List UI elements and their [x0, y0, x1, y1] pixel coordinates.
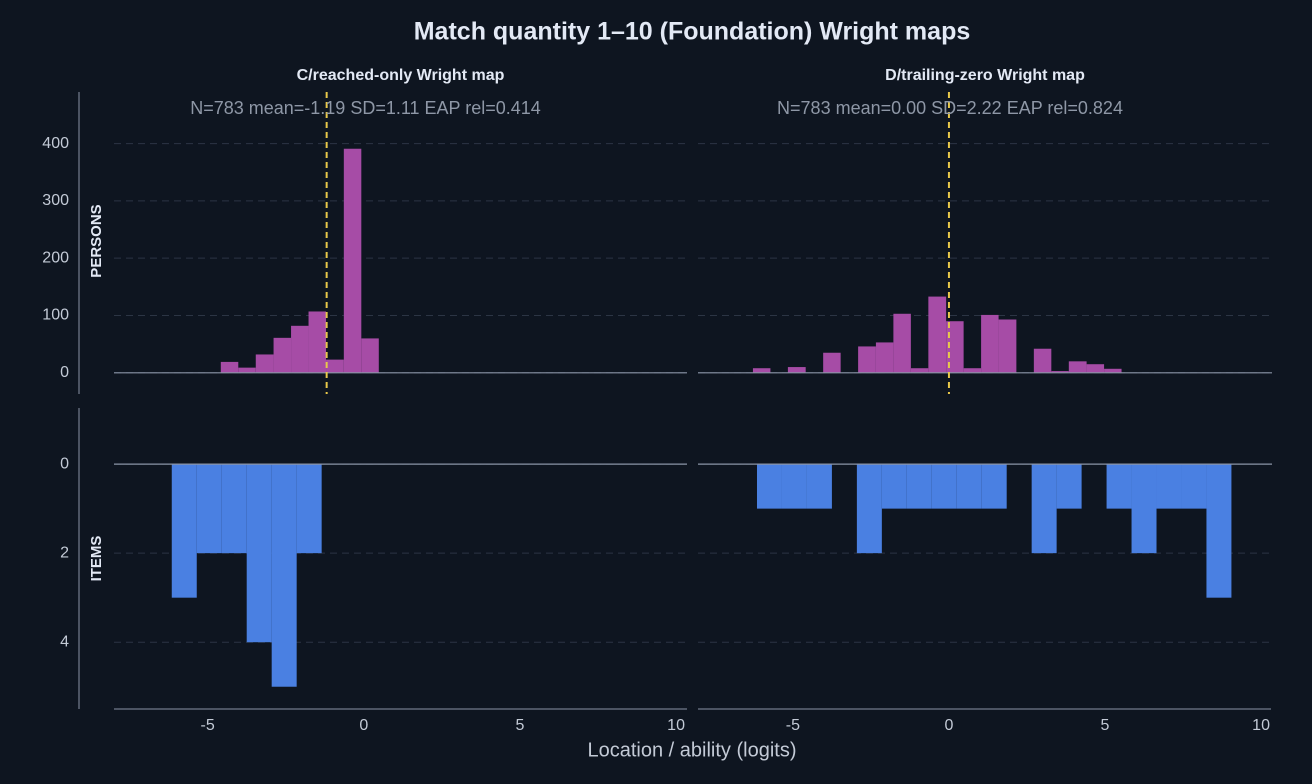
annotation: N=783 mean=-1.19 SD=1.11 EAP rel=0.414: [190, 98, 541, 118]
x-axis-label: Location / ability (logits): [588, 739, 797, 761]
histogram-bar: [271, 464, 297, 687]
histogram-bar: [308, 311, 327, 373]
histogram-bar: [998, 319, 1017, 373]
y-axis-label: PERSONS: [88, 204, 105, 277]
histogram-bar: [823, 352, 841, 373]
histogram-bar: [981, 314, 999, 373]
histogram-bar: [361, 338, 379, 373]
annotation: N=783 mean=0.00 SD=2.22 EAP rel=0.824: [777, 98, 1123, 118]
y-tick-label: 300: [42, 192, 69, 209]
histogram-bar: [981, 464, 1007, 509]
y-tick-label: 2: [60, 544, 69, 561]
x-tick-label: -5: [786, 717, 800, 734]
histogram-bar: [343, 148, 362, 373]
chart-title: Match quantity 1–10 (Foundation) Wright …: [414, 18, 971, 46]
histogram-bar: [1068, 361, 1087, 373]
histogram-bar: [875, 342, 894, 373]
histogram-bar: [881, 464, 907, 509]
histogram-bar: [171, 464, 197, 598]
histogram-bar: [291, 325, 309, 373]
histogram-bar: [956, 464, 982, 509]
histogram-bar: [1104, 368, 1122, 373]
histogram-bar: [220, 361, 239, 373]
y-tick-label: 400: [42, 135, 69, 152]
x-tick-label: 0: [944, 717, 953, 734]
y-axis-label: ITEMS: [88, 536, 105, 582]
histogram-bar: [931, 464, 957, 509]
histogram-bar: [806, 464, 832, 509]
x-tick-label: -5: [201, 717, 215, 734]
histogram-bar: [1051, 371, 1069, 373]
histogram-bar: [928, 296, 947, 373]
y-tick-label: 200: [42, 249, 69, 266]
histogram-bar: [963, 368, 982, 373]
histogram-bar: [238, 367, 256, 373]
x-tick-label: 0: [359, 717, 368, 734]
histogram-bar: [296, 464, 322, 554]
histogram-bar: [858, 346, 876, 373]
histogram-bar: [326, 359, 344, 373]
histogram-bar: [781, 464, 807, 509]
histogram-bar: [1106, 464, 1132, 509]
panel-title: D/trailing-zero Wright map: [885, 67, 1085, 84]
histogram-bar: [1206, 464, 1232, 598]
histogram-bar: [1131, 464, 1157, 554]
histogram-bar: [221, 464, 247, 554]
y-tick-label: 100: [42, 307, 69, 324]
y-tick-label: 0: [60, 455, 69, 472]
x-tick-label: 5: [1101, 717, 1110, 734]
histogram-bar: [1033, 348, 1052, 373]
histogram-bar: [1156, 464, 1182, 509]
histogram-bar: [756, 464, 782, 509]
x-tick-label: 10: [667, 717, 685, 734]
histogram-bar: [946, 321, 964, 373]
histogram-bar: [1086, 364, 1105, 373]
histogram-bar: [910, 368, 929, 373]
y-tick-label: 0: [60, 364, 69, 381]
histogram-bar: [196, 464, 222, 554]
histogram-bar: [246, 464, 272, 643]
histogram-bar: [893, 313, 911, 373]
histogram-bar: [1181, 464, 1207, 509]
x-tick-label: 10: [1252, 717, 1270, 734]
histogram-bar: [273, 337, 292, 373]
histogram-bar: [1056, 464, 1082, 509]
histogram-bar: [787, 367, 806, 373]
y-tick-label: 4: [60, 633, 69, 650]
histogram-bar: [856, 464, 882, 554]
panel-title: C/reached-only Wright map: [297, 67, 505, 84]
x-tick-label: 5: [515, 717, 524, 734]
histogram-bar: [255, 354, 274, 373]
histogram-bar: [906, 464, 932, 509]
histogram-bar: [1031, 464, 1057, 554]
histogram-bar: [752, 368, 771, 373]
